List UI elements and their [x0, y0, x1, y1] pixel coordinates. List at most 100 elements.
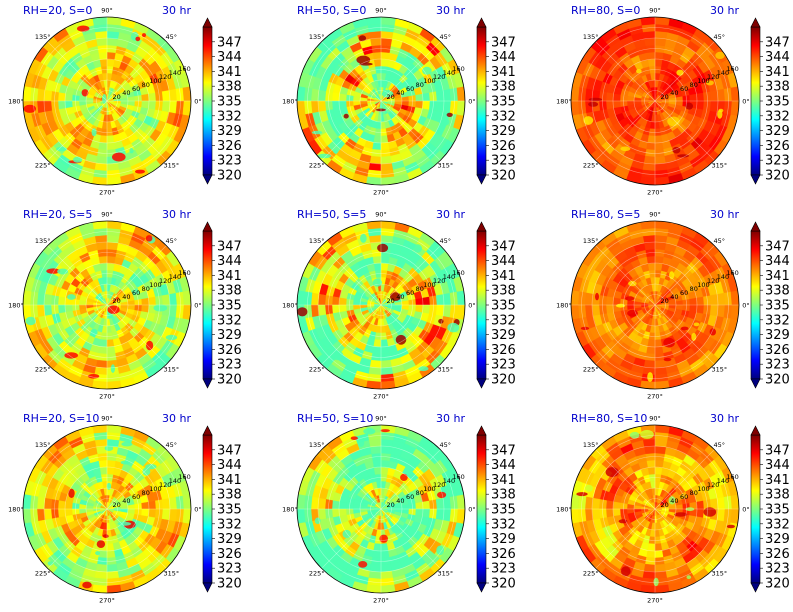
heatmap-blob — [110, 364, 115, 373]
angle-tick-label: 0° — [468, 301, 475, 309]
radial-tick-label: 140 — [717, 69, 729, 77]
colorbar-tick-label: 347 — [217, 239, 242, 254]
heatmap-cell — [422, 296, 431, 306]
heatmap-cell — [98, 51, 108, 60]
heatmap-blob — [627, 309, 638, 317]
heatmap-cell — [654, 346, 664, 355]
heatmap-field — [571, 221, 739, 389]
heatmap-cell — [148, 296, 157, 306]
radial-gridline — [328, 48, 434, 154]
colorbar-tick-label: 320 — [491, 373, 516, 388]
colorbar-tick-label: 338 — [765, 80, 790, 95]
radial-gridline — [54, 456, 160, 562]
angle-tick-label: 90° — [375, 210, 387, 218]
heatmap-blob — [446, 112, 453, 117]
radial-gridline — [338, 466, 424, 552]
angular-gridline — [654, 41, 715, 102]
heatmap-blob — [165, 334, 178, 341]
heatmap-cell — [435, 497, 445, 510]
heatmap-cell — [373, 543, 382, 552]
colorbar-tick-label: 344 — [765, 458, 790, 473]
heatmap-blob — [629, 431, 640, 439]
heatmap-cell — [696, 296, 705, 306]
heatmap-blob — [595, 292, 599, 301]
colorbar-tick-label: 347 — [765, 443, 790, 458]
radial-tick-label: 100 — [697, 485, 709, 493]
heatmap-cell — [23, 494, 32, 510]
heatmap-blob — [677, 154, 690, 158]
angle-tick-label: 135° — [35, 33, 51, 41]
radial-tick-label: 120 — [159, 277, 171, 285]
radial-tick-label: 40 — [396, 497, 404, 505]
heatmap-cell — [643, 359, 656, 369]
radial-gridline — [612, 58, 698, 144]
radial-tick-label: 80 — [142, 285, 150, 293]
angle-tick-label: 135° — [583, 441, 599, 449]
heatmap-cell — [730, 100, 739, 116]
heatmap-blob — [81, 89, 89, 97]
heatmap-blob — [715, 51, 725, 60]
colorbar-tick-label: 332 — [491, 313, 516, 328]
angle-tick-label: 0° — [742, 97, 749, 105]
radial-tick-label: 80 — [416, 81, 424, 89]
colorbar-tick-label: 332 — [765, 109, 790, 124]
radial-tick-label: 100 — [697, 77, 709, 85]
heatmap-cell — [709, 304, 719, 317]
radial-tick-label: 80 — [690, 489, 698, 497]
heatmap-cell — [571, 290, 580, 306]
heatmap-cell — [331, 500, 340, 510]
heatmap-cell — [338, 93, 347, 102]
angle-tick-label: 315° — [437, 162, 453, 170]
angle-tick-label: 180° — [556, 505, 572, 513]
angular-gridline — [47, 41, 108, 102]
heatmap-cell — [297, 290, 306, 306]
radial-gridline — [328, 252, 434, 358]
heatmap-blob — [375, 108, 387, 112]
radial-gridline — [75, 477, 139, 541]
heatmap-cell — [640, 584, 656, 593]
radial-tick-label: 120 — [433, 277, 445, 285]
heatmap-cell — [654, 563, 667, 573]
heatmap-cell — [654, 262, 663, 271]
heatmap-cell — [646, 255, 656, 264]
radial-tick-label: 60 — [406, 85, 414, 93]
radial-gridline — [75, 69, 139, 133]
heatmap-cell — [369, 445, 382, 455]
colorbar-tick-label: 323 — [217, 154, 242, 169]
heatmap-blob — [390, 292, 401, 301]
colorbar-tick-label: 347 — [217, 35, 242, 50]
angle-tick-label: 315° — [711, 366, 727, 374]
heatmap-cell — [380, 17, 396, 26]
heatmap-blob — [317, 153, 332, 159]
angle-tick-label: 315° — [163, 366, 179, 374]
radial-gridline — [317, 445, 445, 573]
angular-gridline — [595, 41, 656, 102]
heatmap-cell — [591, 304, 601, 317]
heatmap-blob — [580, 326, 590, 330]
angular-gridline — [595, 304, 656, 365]
radial-tick-label: 120 — [707, 481, 719, 489]
heatmap-blob — [142, 467, 151, 476]
radial-gridline — [623, 477, 687, 541]
heatmap-blob — [636, 69, 642, 74]
heatmap-cell — [372, 51, 382, 60]
heatmap-cell — [643, 37, 656, 47]
heatmap-cell — [422, 500, 431, 510]
colorbar-tick-label: 320 — [765, 169, 790, 184]
heatmap-cell — [366, 584, 382, 593]
heatmap-cell — [605, 100, 614, 110]
heatmap-blob — [372, 278, 383, 287]
heatmap-cell — [380, 58, 389, 67]
colorbar-tick-label: 323 — [765, 562, 790, 577]
colorbar-tick-label: 341 — [765, 473, 790, 488]
heatmap-cell — [643, 563, 656, 573]
radial-tick-label: 160 — [452, 473, 464, 481]
heatmap-blob — [96, 540, 106, 548]
radial-tick-label: 120 — [159, 73, 171, 81]
angle-tick-label: 0° — [468, 505, 475, 513]
radial-gridline — [644, 498, 666, 520]
heatmap-cell — [57, 304, 66, 314]
polar-frame — [570, 424, 740, 594]
